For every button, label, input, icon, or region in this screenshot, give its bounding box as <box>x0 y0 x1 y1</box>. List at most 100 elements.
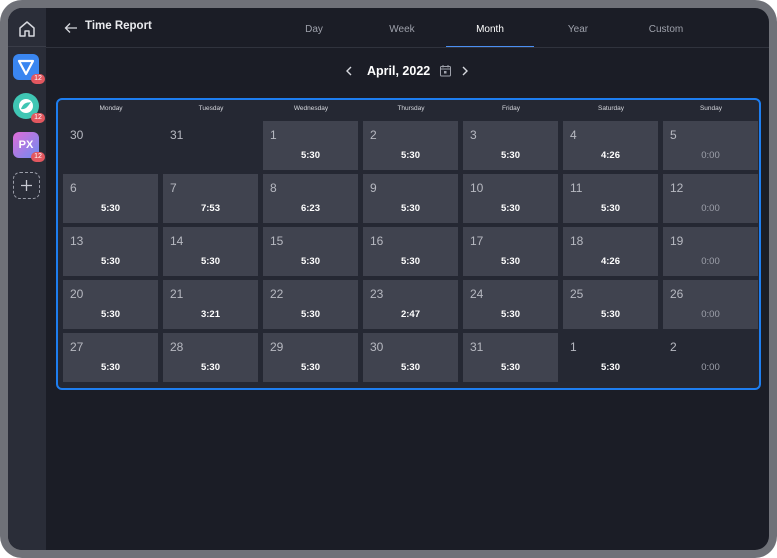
logged-hours: 5:30 <box>200 362 220 373</box>
calendar-day-cell[interactable]: 2 0:00 <box>663 333 758 382</box>
logged-hours: 5:30 <box>600 362 620 373</box>
calendar-day-cell[interactable]: 24 5:30 <box>463 280 558 329</box>
calendar-day-cell[interactable]: 27 5:30 <box>63 333 158 382</box>
logged-hours: 0:00 <box>701 309 720 320</box>
logged-hours: 0:00 <box>701 362 720 373</box>
calendar-day-cell[interactable]: 20 5:30 <box>63 280 158 329</box>
chevron-left-icon[interactable] <box>343 65 355 77</box>
day-number: 20 <box>70 287 84 301</box>
day-number: 18 <box>570 234 584 248</box>
weekday-header: Saturday <box>597 105 625 112</box>
home-icon <box>19 21 35 37</box>
calendar-day-cell[interactable]: 25 5:30 <box>563 280 658 329</box>
calendar-day-cell[interactable]: 29 5:30 <box>263 333 358 382</box>
day-number: 24 <box>470 287 484 301</box>
day-number: 4 <box>570 128 577 142</box>
calendar-day-cell[interactable]: 22 5:30 <box>263 280 358 329</box>
calendar-day-cell[interactable]: 1 5:30 <box>563 333 658 382</box>
tab-week[interactable]: Week <box>389 24 415 35</box>
calendar-day-cell[interactable]: 4 4:26 <box>563 121 658 170</box>
logged-hours: 7:53 <box>200 203 220 214</box>
day-number: 13 <box>70 234 84 248</box>
calendar-day-cell[interactable]: 14 5:30 <box>163 227 258 276</box>
calendar-day-cell[interactable]: 21 3:21 <box>163 280 258 329</box>
calendar-day-cell[interactable]: 8 6:23 <box>263 174 358 223</box>
day-number: 11 <box>570 181 583 195</box>
calendar-day-cell[interactable]: 1 5:30 <box>263 121 358 170</box>
back-arrow-icon[interactable] <box>64 21 78 35</box>
tab-year[interactable]: Year <box>567 24 589 35</box>
logged-hours: 5:30 <box>400 203 420 214</box>
add-app-button[interactable] <box>13 172 40 199</box>
logged-hours: 5:30 <box>300 309 320 320</box>
logged-hours: 5:30 <box>500 362 520 373</box>
calendar-day-cell[interactable]: 12 0:00 <box>663 174 758 223</box>
day-number: 1 <box>270 128 277 142</box>
logged-hours: 5:30 <box>600 203 620 214</box>
day-number: 22 <box>270 287 284 301</box>
day-number: 19 <box>670 234 684 248</box>
logged-hours: 5:30 <box>300 256 320 267</box>
day-number: 21 <box>170 287 184 301</box>
calendar-icon[interactable] <box>439 64 452 77</box>
page-title: Time Report <box>85 20 152 32</box>
v-logo-icon <box>17 59 35 76</box>
home-button[interactable] <box>15 17 39 41</box>
calendar-day-cell[interactable]: 7 7:53 <box>163 174 258 223</box>
calendar-day-cell[interactable]: 30 <box>63 121 158 170</box>
day-number: 27 <box>70 340 84 354</box>
day-number: 14 <box>170 234 184 248</box>
weekday-header: Thursday <box>397 105 425 112</box>
calendar-day-cell[interactable]: 18 4:26 <box>563 227 658 276</box>
tab-custom[interactable]: Custom <box>648 24 684 35</box>
logged-hours: 0:00 <box>701 150 720 161</box>
calendar-day-cell[interactable]: 17 5:30 <box>463 227 558 276</box>
calendar-day-cell[interactable]: 10 5:30 <box>463 174 558 223</box>
app-badge: 12 <box>31 113 45 123</box>
app-launcher-one[interactable]: 12 <box>13 54 45 84</box>
calendar-day-cell[interactable]: 9 5:30 <box>363 174 458 223</box>
weekday-header: Sunday <box>699 105 723 112</box>
swirl-logo-icon <box>19 99 33 113</box>
day-number: 10 <box>470 181 484 195</box>
logged-hours: 0:00 <box>701 203 720 214</box>
day-number: 2 <box>370 128 377 142</box>
day-number: 26 <box>670 287 684 301</box>
calendar-day-cell[interactable]: 30 5:30 <box>363 333 458 382</box>
day-number: 12 <box>670 181 684 195</box>
calendar-day-cell[interactable]: 23 2:47 <box>363 280 458 329</box>
calendar-day-cell[interactable]: 15 5:30 <box>263 227 358 276</box>
weekday-header: Friday <box>501 105 521 112</box>
plus-icon <box>21 180 32 191</box>
day-number: 31 <box>470 340 484 354</box>
calendar-day-cell[interactable]: 5 0:00 <box>663 121 758 170</box>
calendar-day-cell[interactable]: 26 0:00 <box>663 280 758 329</box>
app-badge: 12 <box>31 152 45 162</box>
month-label: April, 2022 <box>367 64 431 78</box>
px-logo-text: PX <box>18 139 34 151</box>
logged-hours: 4:26 <box>600 256 620 267</box>
tab-month[interactable]: Month <box>476 24 504 35</box>
calendar-day-cell[interactable]: 28 5:30 <box>163 333 258 382</box>
calendar-day-cell[interactable]: 6 5:30 <box>63 174 158 223</box>
logged-hours: 5:30 <box>100 203 120 214</box>
calendar-day-cell[interactable]: 11 5:30 <box>563 174 658 223</box>
tab-day[interactable]: Day <box>305 24 323 35</box>
day-number: 29 <box>270 340 284 354</box>
calendar-day-cell[interactable]: 13 5:30 <box>63 227 158 276</box>
calendar-day-cell[interactable]: 3 5:30 <box>463 121 558 170</box>
logged-hours: 5:30 <box>100 256 120 267</box>
app-launcher-three[interactable]: PX 12 <box>13 132 45 162</box>
calendar-day-cell[interactable]: 31 <box>163 121 258 170</box>
chevron-right-icon[interactable] <box>459 65 471 77</box>
calendar-day-cell[interactable]: 31 5:30 <box>463 333 558 382</box>
day-number: 25 <box>570 287 584 301</box>
day-number: 17 <box>470 234 484 248</box>
calendar-day-cell[interactable]: 16 5:30 <box>363 227 458 276</box>
day-number: 1 <box>570 340 577 354</box>
calendar-day-cell[interactable]: 19 0:00 <box>663 227 758 276</box>
calendar-day-cell[interactable]: 2 5:30 <box>363 121 458 170</box>
day-number: 3 <box>470 128 477 142</box>
app-launcher-two[interactable]: 12 <box>13 93 45 123</box>
